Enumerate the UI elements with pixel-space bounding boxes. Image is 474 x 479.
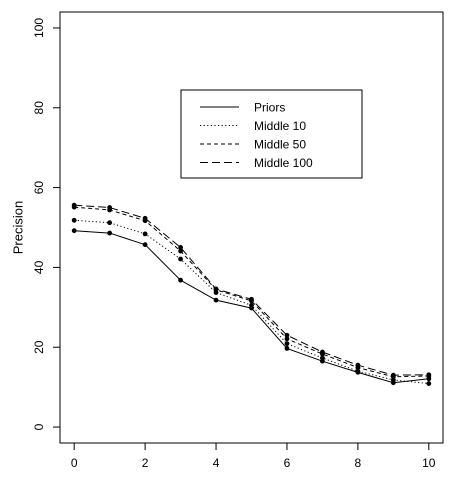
data-point	[71, 202, 77, 208]
legend: Priors Middle 10 Middle 50 Middle 100	[180, 89, 363, 179]
data-point	[249, 296, 254, 302]
data-point	[320, 349, 325, 355]
data-point	[426, 372, 432, 378]
data-point	[284, 346, 290, 351]
legend-label: Middle 10	[254, 119, 306, 133]
data-point	[107, 205, 113, 210]
y-tick-label: 60	[32, 181, 46, 195]
plot-frame	[59, 11, 444, 444]
x-tick-label: 0	[71, 456, 78, 470]
series-line-3	[74, 204, 429, 376]
data-point	[142, 215, 148, 221]
data-point	[178, 256, 183, 262]
y-tick-label: 80	[32, 101, 46, 115]
data-point	[213, 286, 219, 292]
data-point	[213, 297, 219, 303]
plot-area	[71, 202, 432, 386]
data-point	[178, 277, 183, 283]
data-point	[426, 381, 432, 386]
x-tick-label: 2	[142, 456, 149, 470]
data-point	[284, 332, 290, 338]
data-point	[390, 372, 396, 378]
x-tick-label: 8	[355, 456, 362, 470]
data-point	[178, 245, 183, 250]
series-line-2	[74, 206, 429, 378]
x-tick-label: 10	[422, 456, 436, 470]
x-tick-label: 4	[213, 456, 220, 470]
y-tick-label: 40	[32, 260, 46, 274]
legend-label: Middle 100	[254, 156, 313, 170]
y-tick-label: 100	[32, 18, 46, 38]
data-point	[320, 355, 325, 361]
legend-label: Priors	[254, 101, 285, 115]
data-point	[107, 220, 113, 226]
x-tick-label: 6	[284, 456, 291, 470]
y-tick-label: 20	[32, 340, 46, 354]
y-tick-label: 0	[32, 423, 46, 430]
data-point	[249, 302, 254, 308]
legend-label: Middle 50	[254, 138, 306, 152]
legend-box	[180, 89, 363, 179]
data-point	[71, 228, 77, 234]
data-point	[355, 368, 361, 374]
data-point	[284, 336, 290, 342]
data-point	[178, 248, 183, 254]
data-point	[71, 217, 77, 223]
data-point	[142, 242, 148, 248]
data-point	[107, 230, 113, 236]
data-point	[355, 362, 361, 368]
data-point	[284, 341, 290, 347]
y-axis-label: Precision	[11, 201, 26, 254]
data-point	[142, 231, 148, 237]
